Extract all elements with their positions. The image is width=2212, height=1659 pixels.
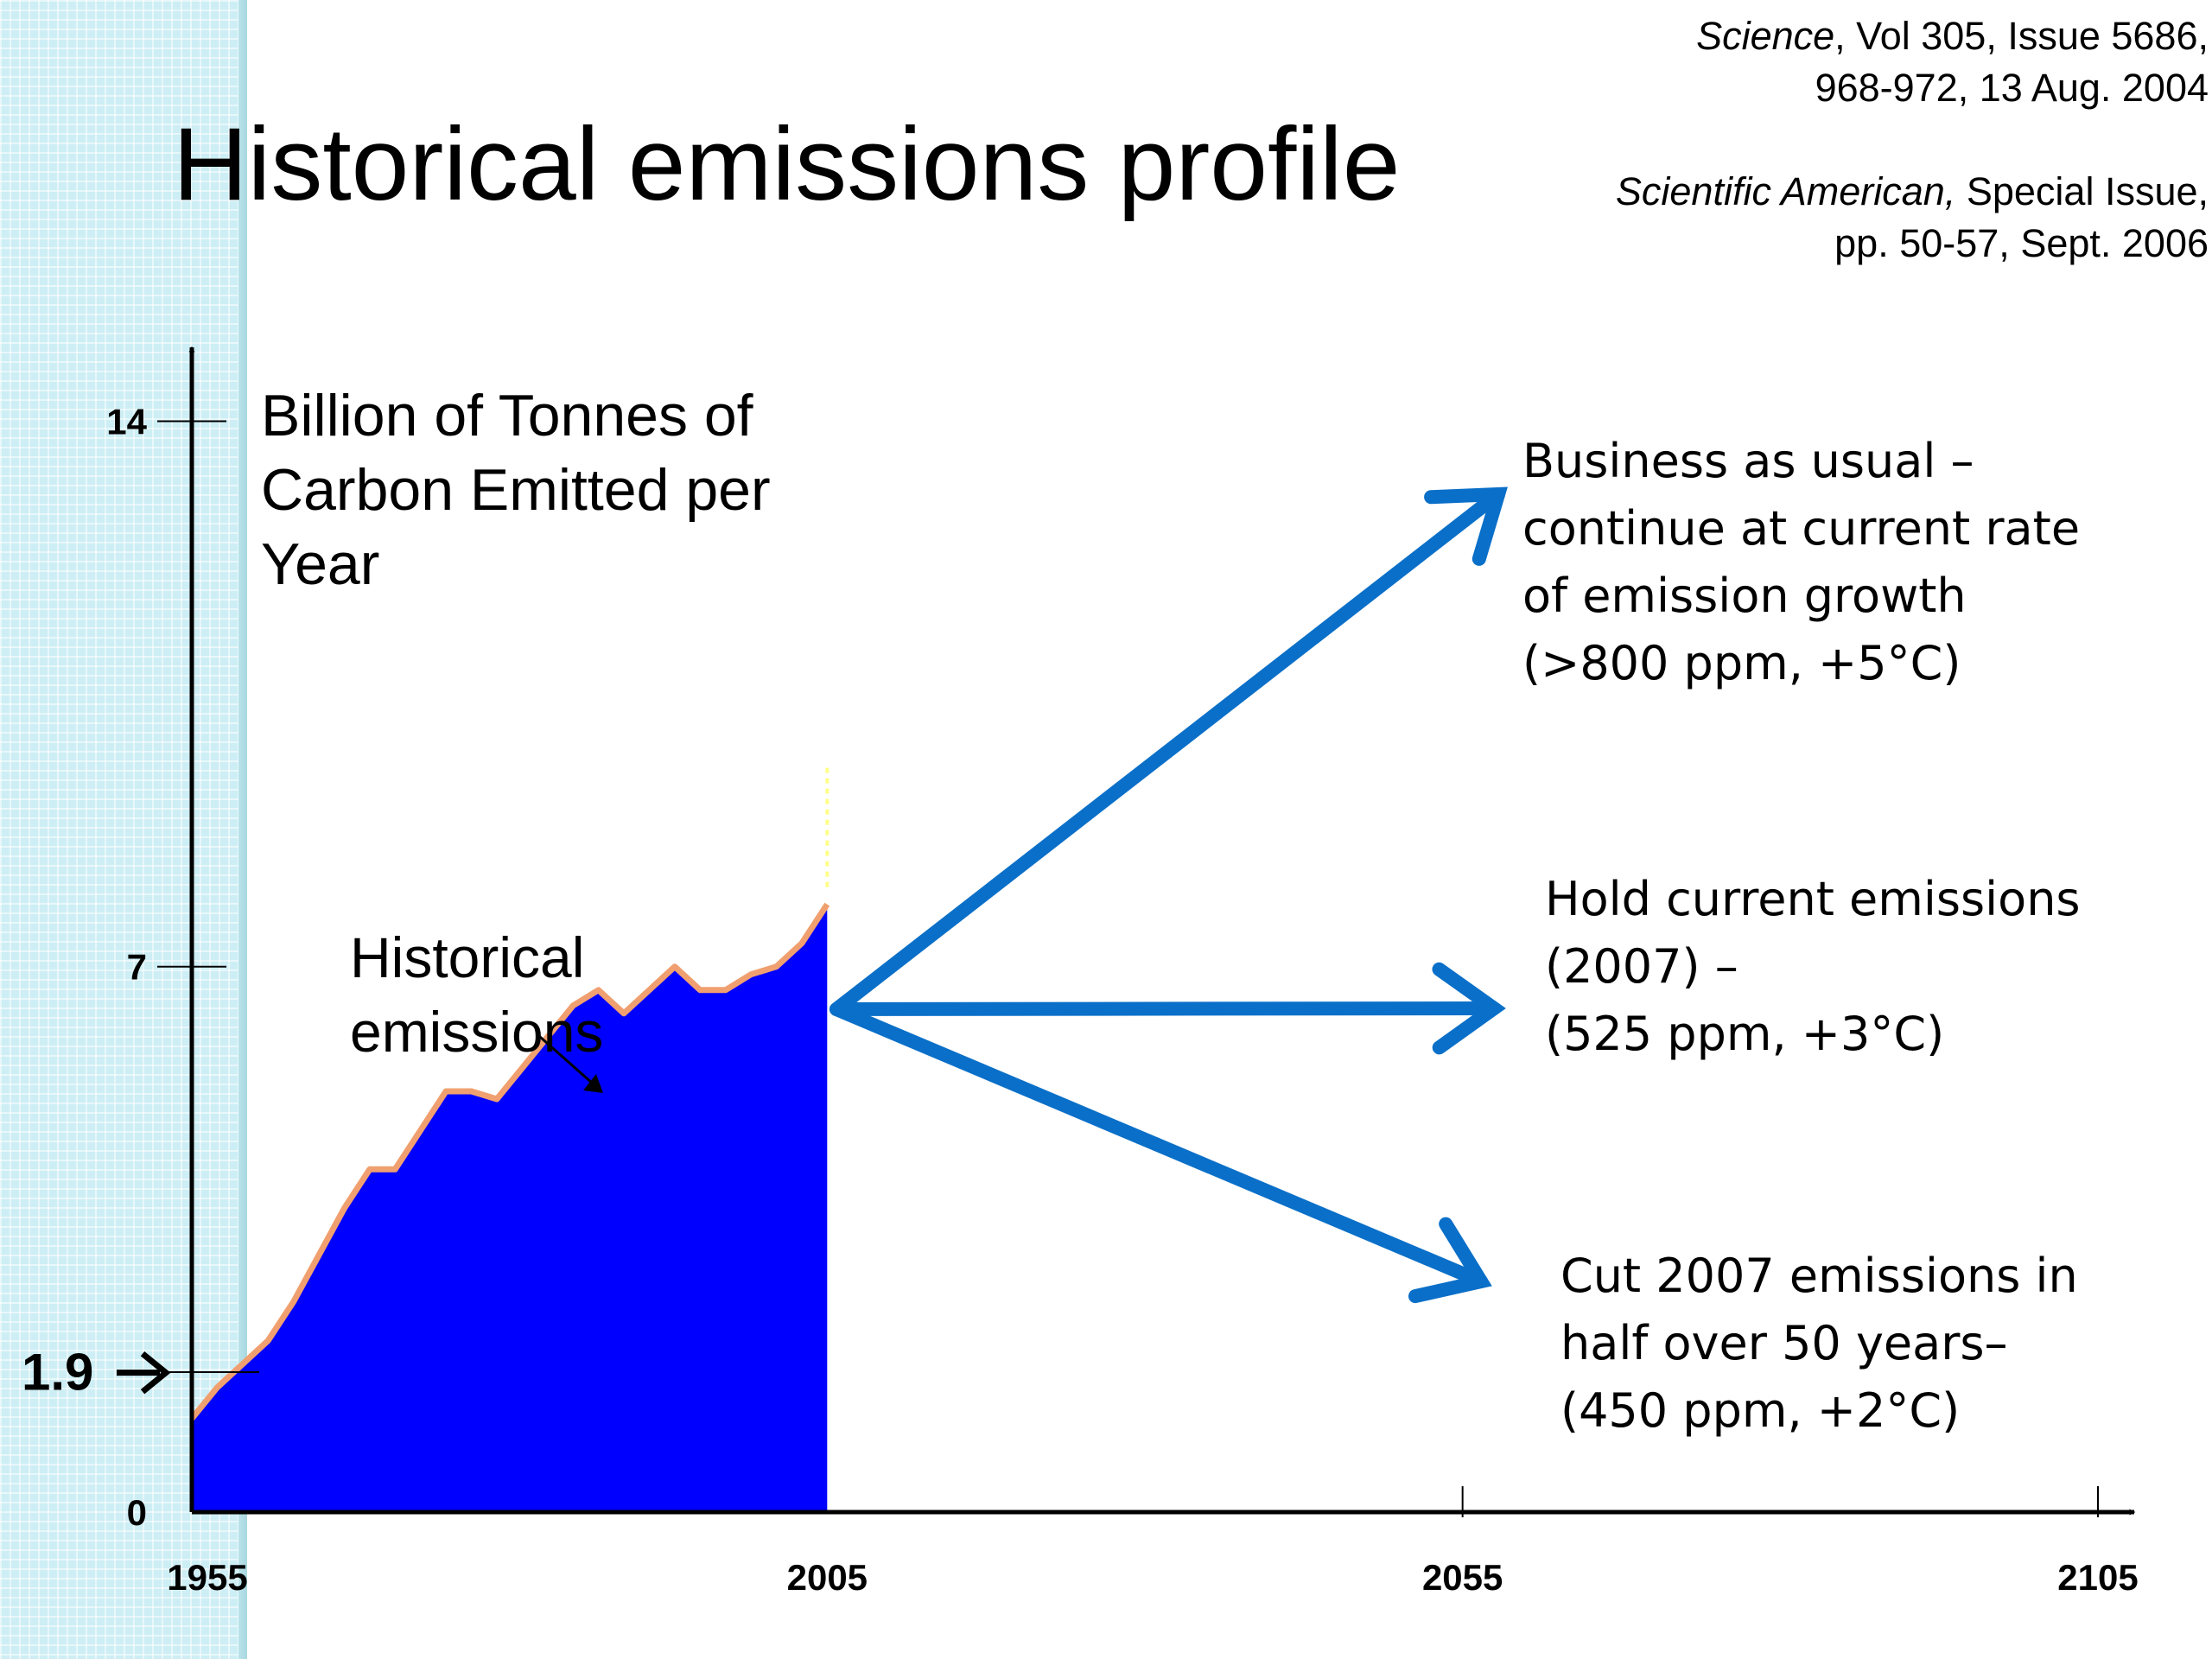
historical-emissions-annotation: Historical emissions [350, 925, 604, 1064]
x-tick-label: 2005 [787, 1557, 868, 1598]
y-tick-label: 0 [127, 1492, 147, 1533]
y-axis-label: Billion of Tonnes of Carbon Emitted per … [261, 383, 771, 597]
marker-arrow-head [140, 1351, 171, 1395]
scenario-business-as-usual: Business as usual – continue at current … [1522, 434, 2081, 690]
scenario-arrow-head [1408, 1217, 1492, 1304]
scenario-arrow-shaft [830, 1002, 1489, 1288]
reference-journal: Science [1696, 14, 1835, 58]
historical-emissions-line [189, 902, 830, 1421]
scenario-hold-emissions: Hold current emissions (2007) – (525 ppm… [1545, 872, 2081, 1061]
reference-details: Special Issue, [1955, 169, 2209, 213]
reference-line: 968-972, 13 Aug. 2004 [1815, 66, 2209, 110]
reference-journal: Scientific American, [1615, 169, 1956, 213]
y-tick-label: 14 [106, 401, 147, 442]
reference-line: pp. 50-57, Sept. 2006 [1834, 221, 2209, 265]
annotation-pointer-head [583, 1074, 603, 1093]
scenario-arrow-head [1424, 486, 1508, 566]
x-tick-label: 2105 [2057, 1557, 2138, 1598]
reference-science: Science, Vol 305, Issue 5686, 968-972, 1… [1431, 10, 2209, 114]
reference-details: , Vol 305, Issue 5686, [1834, 14, 2209, 58]
decorative-side-stripe [0, 0, 245, 1659]
marker-label: 1.9 [22, 1344, 93, 1402]
scenario-arrow-shaft [830, 487, 1506, 1016]
y-tick-label: 7 [127, 947, 147, 988]
decorative-side-stripe-edge [238, 0, 247, 1659]
reference-scientific-american: Scientific American, Special Issue, pp. … [1431, 166, 2209, 270]
scenario-arrow-shaft [830, 1001, 1502, 1016]
scenario-arrow-head [1432, 962, 1506, 1055]
x-tick-label: 1955 [167, 1557, 247, 1598]
scenario-cut-emissions: Cut 2007 emissions in half over 50 years… [1560, 1249, 2078, 1438]
references: Science, Vol 305, Issue 5686, 968-972, 1… [1431, 10, 2209, 270]
page-title: Historical emissions profile [173, 106, 1401, 222]
reference-line: Science, Vol 305, Issue 5686, [1431, 10, 2209, 62]
x-tick-label: 2055 [1422, 1557, 1503, 1598]
reference-line: Scientific American, Special Issue, [1431, 166, 2209, 218]
historical-emissions-area [192, 904, 828, 1512]
